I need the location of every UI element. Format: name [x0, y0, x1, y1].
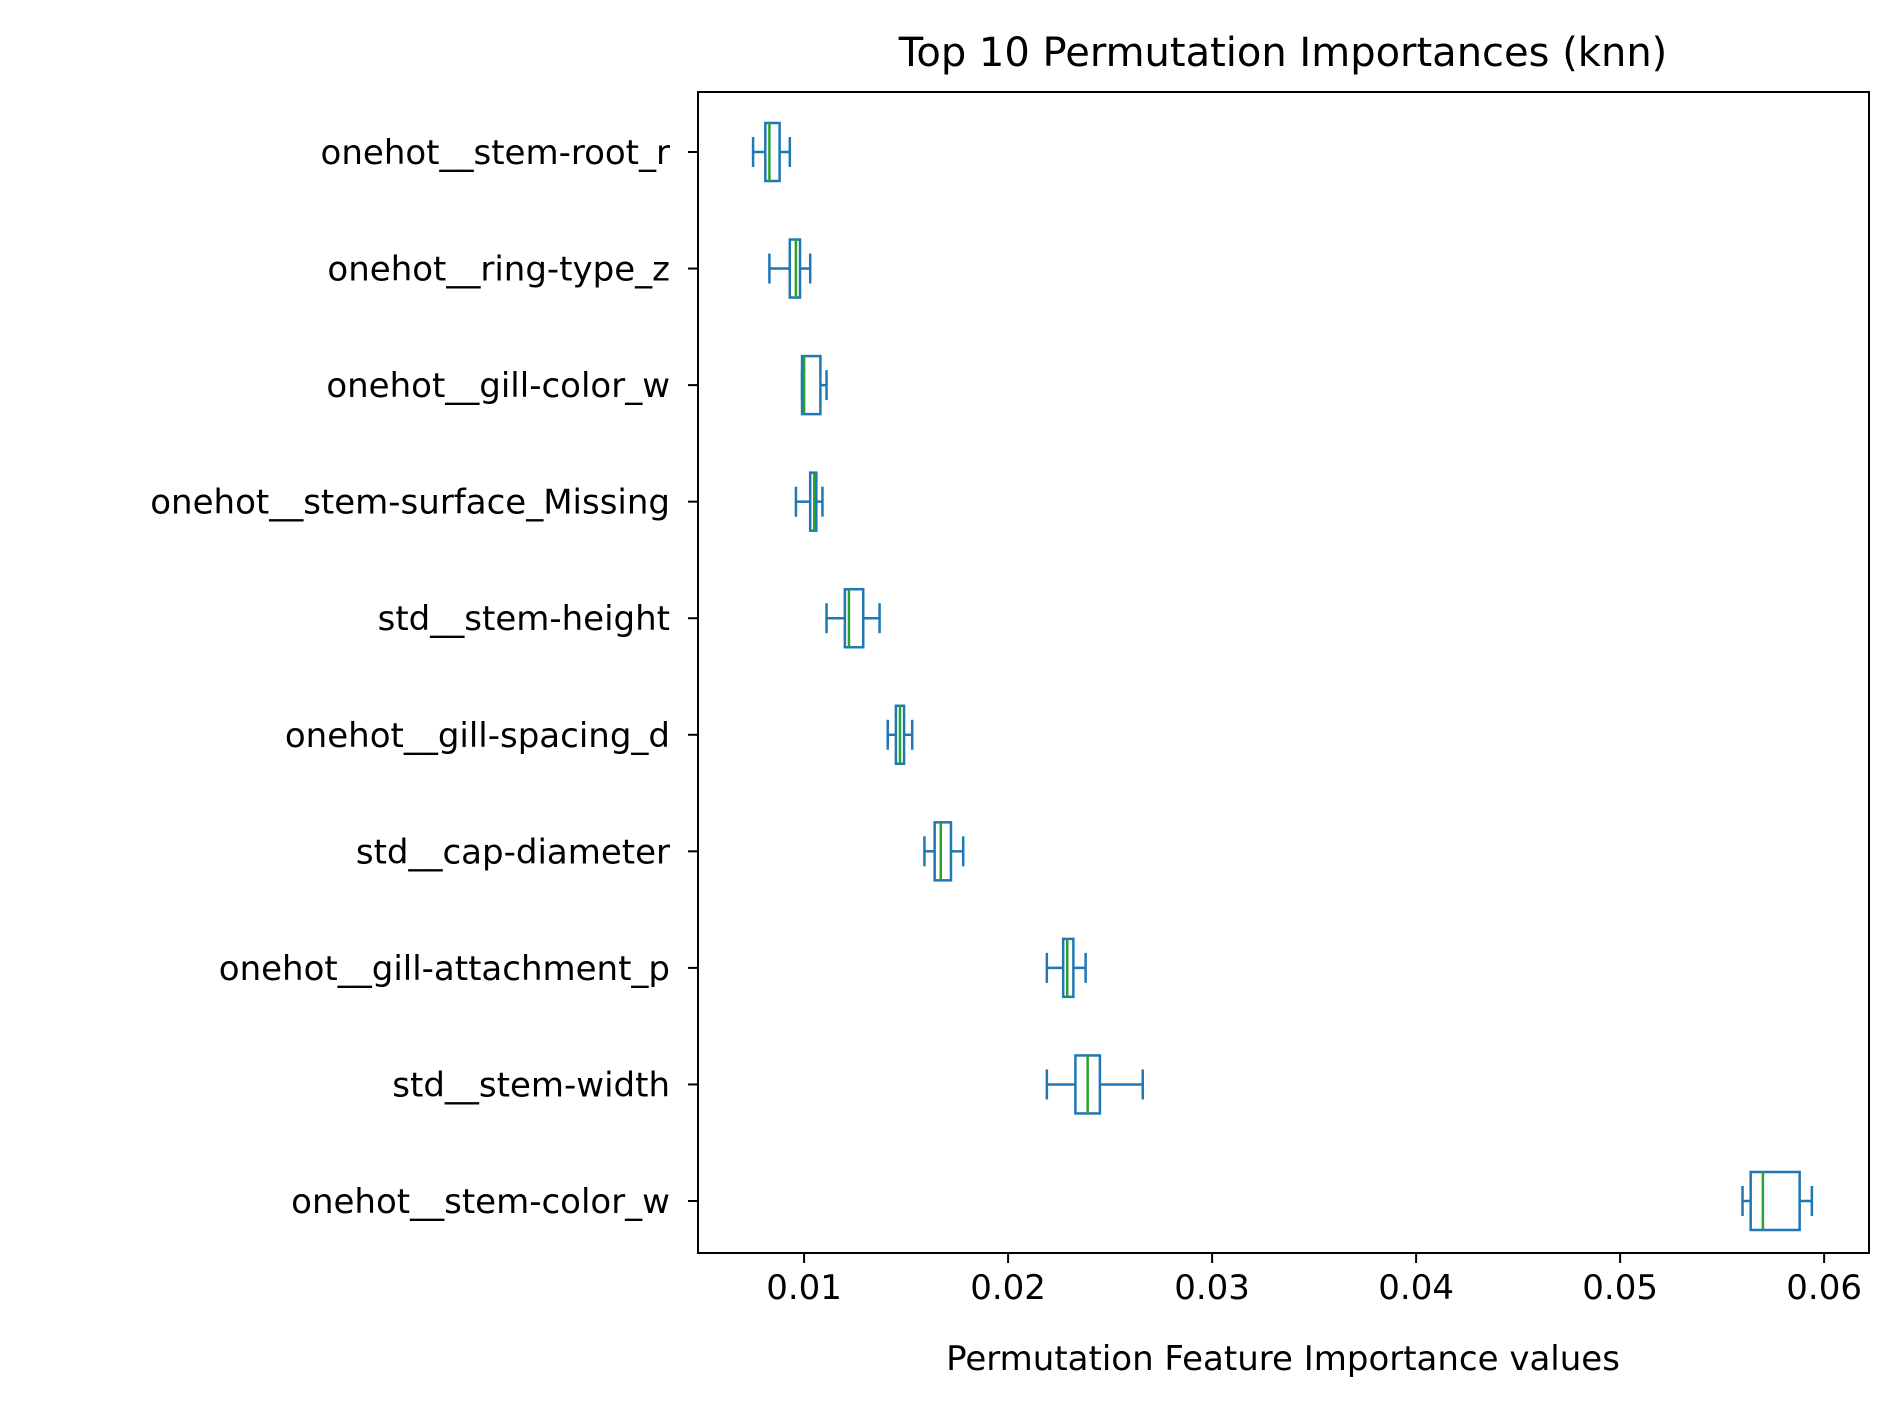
y-tick-label: std__stem-width: [392, 1065, 670, 1105]
box-iqr: [800, 354, 822, 416]
x-tick-label: 0.04: [1378, 1268, 1454, 1308]
x-tick-label: 0.01: [766, 1268, 842, 1308]
box-iqr: [1749, 1170, 1801, 1232]
y-tick-label: onehot__gill-color_w: [326, 366, 670, 406]
chart-title: Top 10 Permutation Importances (knn): [898, 30, 1668, 76]
box-iqr: [933, 821, 953, 882]
y-tick-label: onehot__gill-spacing_d: [285, 716, 670, 756]
y-tick-label: std__stem-height: [378, 599, 670, 639]
plot-area: 0.01 0.02 0.03 0.04 0.05 0.06 onehot__stem-roo…: [150, 121, 1862, 1308]
box-iqr: [843, 587, 865, 649]
x-tick-label: 0.06: [1786, 1268, 1862, 1308]
x-tick-label: 0.03: [1174, 1268, 1250, 1308]
y-tick-label: onehot__stem-root_r: [321, 133, 670, 173]
box-iqr: [764, 121, 781, 183]
x-axis-title: Permutation Feature Importance values: [946, 1339, 1620, 1379]
y-tick-label: onehot__ring-type_z: [327, 250, 670, 290]
x-tick-label: 0.05: [1582, 1268, 1658, 1308]
x-tick-label: 0.02: [970, 1268, 1046, 1308]
y-tick-label: onehot__stem-surface_Missing: [150, 483, 670, 523]
y-tick-label: std__cap-diameter: [356, 832, 670, 872]
axes-frame: [697, 91, 1870, 1254]
y-tick-label: onehot__stem-color_w: [291, 1182, 670, 1222]
y-tick-label: onehot__gill-attachment_p: [219, 949, 670, 989]
